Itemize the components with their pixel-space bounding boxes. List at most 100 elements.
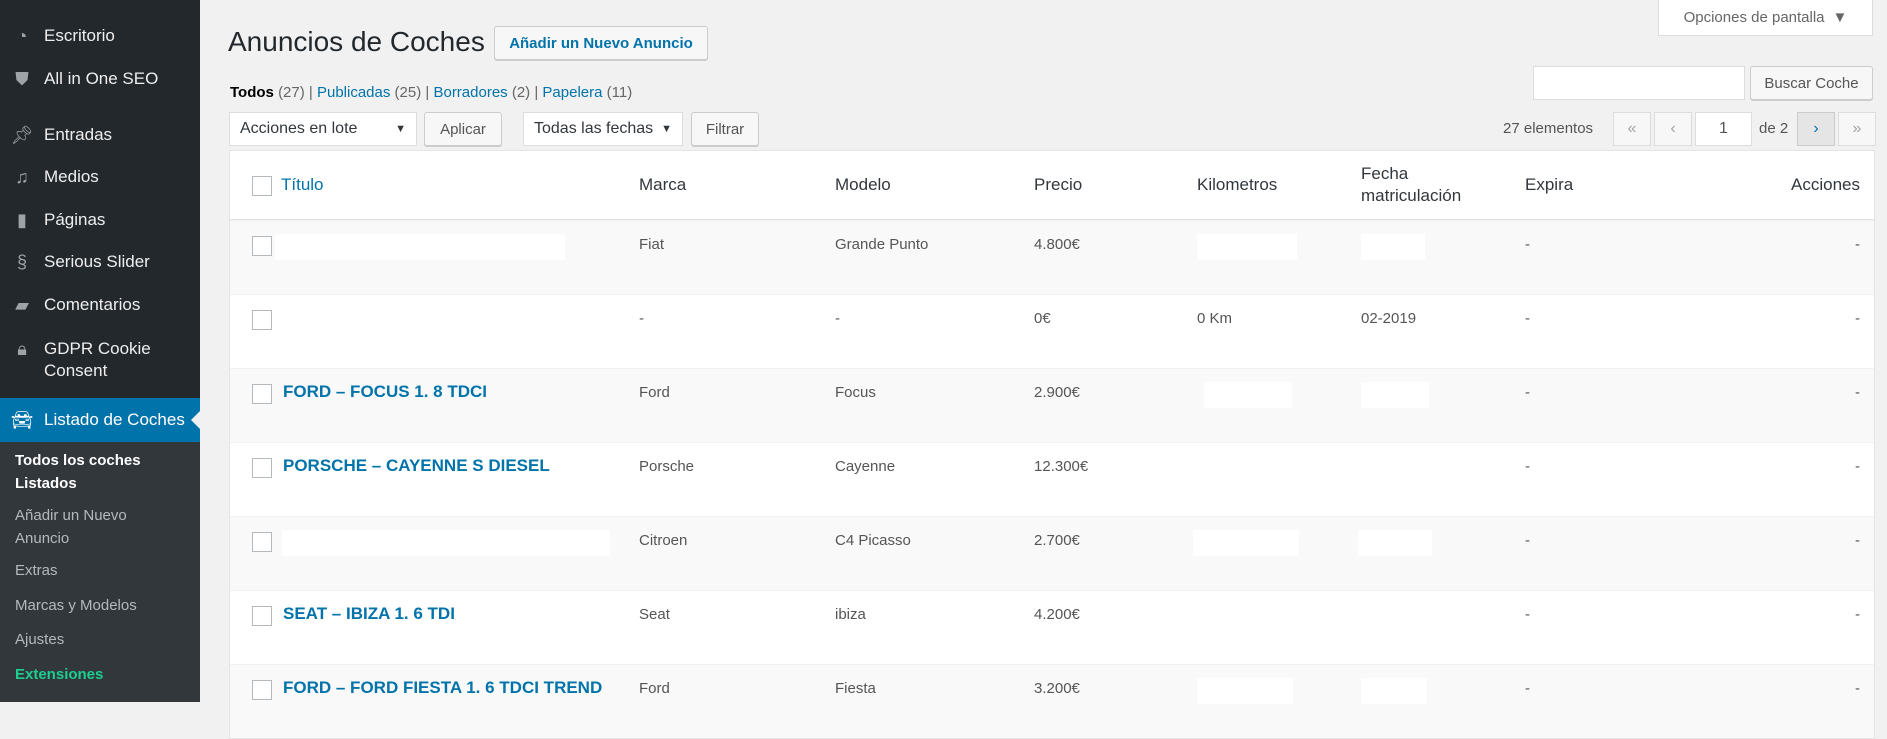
menu-medios[interactable]: ♫ Medios xyxy=(0,167,200,188)
row-checkbox[interactable] xyxy=(252,532,272,552)
row-acciones: - xyxy=(1855,310,1860,327)
redacted-km xyxy=(1197,678,1293,704)
submenu-anadir[interactable]: Añadir un Nuevo Anuncio xyxy=(15,507,127,547)
slider-icon: § xyxy=(16,252,27,272)
row-expira: - xyxy=(1525,606,1530,623)
row-expira: - xyxy=(1525,680,1530,697)
submenu-extensiones[interactable]: Extensiones xyxy=(15,666,104,683)
row-precio: 2.900€ xyxy=(1034,384,1080,401)
select-all-checkbox[interactable] xyxy=(252,176,272,196)
row-modelo: Cayenne xyxy=(835,458,896,475)
redacted-title xyxy=(282,530,610,556)
row-precio: 0€ xyxy=(1034,310,1051,327)
row-checkbox[interactable] xyxy=(252,310,272,330)
row-precio: 3.200€ xyxy=(1034,680,1080,697)
col-kilometros: Kilometros xyxy=(1197,175,1278,194)
row-expira: - xyxy=(1525,310,1530,327)
row-modelo: - xyxy=(835,310,840,327)
table-row: Citroen C4 Picasso 2.700€ - - xyxy=(230,516,1874,590)
row-precio: 2.700€ xyxy=(1034,532,1080,549)
submenu-todos[interactable]: Todos los coches Listados xyxy=(15,452,141,492)
view-published[interactable]: Publicadas xyxy=(316,84,391,101)
row-modelo: C4 Picasso xyxy=(835,532,911,549)
shield-icon: ⛊ xyxy=(15,69,29,89)
row-checkbox[interactable] xyxy=(252,458,272,478)
row-title-link[interactable]: FORD – FORD FIESTA 1. 6 TDCI TREND xyxy=(283,678,603,697)
redacted-title xyxy=(275,234,565,260)
submenu-marcas[interactable]: Marcas y Modelos xyxy=(15,597,137,614)
row-modelo: Fiesta xyxy=(835,680,876,697)
redacted-fecha xyxy=(1358,530,1432,556)
row-marca: Seat xyxy=(639,606,670,623)
row-checkbox[interactable] xyxy=(252,680,272,700)
items-count: 27 elementos xyxy=(1503,120,1594,137)
row-title-link[interactable]: PORSCHE – CAYENNE S DIESEL xyxy=(283,456,550,475)
row-km: 0 Km xyxy=(1197,310,1233,327)
media-icon: ♫ xyxy=(15,167,29,187)
row-title-link[interactable]: SEAT – IBIZA 1. 6 TDI xyxy=(283,604,455,623)
row-checkbox[interactable] xyxy=(252,384,272,404)
menu-comentarios[interactable]: ▰ Comentarios xyxy=(0,295,200,316)
dashboard-icon: ◔ xyxy=(16,26,28,46)
view-trash[interactable]: Papelera xyxy=(542,84,603,101)
col-modelo: Modelo xyxy=(835,175,891,194)
row-acciones: - xyxy=(1855,384,1860,401)
search-button[interactable]: Buscar Coche xyxy=(1750,66,1873,100)
add-new-button[interactable]: Añadir un Nuevo Anuncio xyxy=(494,26,708,60)
menu-seo[interactable]: ⛊ All in One SEO xyxy=(0,69,200,90)
apply-button[interactable]: Aplicar xyxy=(424,112,502,146)
redacted-km xyxy=(1193,530,1299,556)
redacted-km xyxy=(1204,382,1292,408)
menu-escritorio[interactable]: ◔ Escritorio xyxy=(0,26,200,47)
next-page-button[interactable]: › xyxy=(1797,112,1835,146)
row-expira: - xyxy=(1525,458,1530,475)
view-all[interactable]: Todos xyxy=(230,84,274,101)
first-page-button[interactable]: « xyxy=(1613,112,1651,146)
submenu: Todos los coches Listados Añadir un Nuev… xyxy=(0,442,200,702)
col-precio: Precio xyxy=(1034,175,1083,194)
row-acciones: - xyxy=(1855,532,1860,549)
prev-page-button[interactable]: ‹ xyxy=(1654,112,1692,146)
pin-icon: 📌︎ xyxy=(10,125,34,145)
screen-options-button[interactable]: Opciones de pantalla ▼ xyxy=(1658,0,1873,36)
col-titulo[interactable]: Título xyxy=(281,175,324,194)
row-acciones: - xyxy=(1855,680,1860,697)
col-expira: Expira xyxy=(1525,175,1574,194)
col-marca: Marca xyxy=(639,175,687,194)
row-precio: 4.200€ xyxy=(1034,606,1080,623)
pages-icon: ▮ xyxy=(17,210,27,230)
row-modelo: Grande Punto xyxy=(835,236,929,253)
menu-paginas[interactable]: ▮ Páginas xyxy=(0,210,200,231)
view-drafts[interactable]: Borradores xyxy=(433,84,508,101)
menu-serious-slider[interactable]: § Serious Slider xyxy=(0,252,200,273)
view-filters: Todos (27) | Publicadas (25) | Borradore… xyxy=(230,84,633,101)
current-page-input[interactable]: 1 xyxy=(1695,112,1752,146)
row-title-link[interactable]: FORD – FOCUS 1. 8 TDCI xyxy=(283,382,488,401)
date-filter-select[interactable]: Todas las fechas ▼ xyxy=(523,112,683,146)
row-checkbox[interactable] xyxy=(252,236,272,256)
row-marca: Ford xyxy=(639,384,670,401)
menu-listado-coches[interactable]: 🚘︎ Listado de Coches xyxy=(0,398,200,442)
admin-sidebar: ◔ Escritorio ⛊ All in One SEO 📌︎ Entradas ♫… xyxy=(0,0,200,702)
bulk-actions-select[interactable]: Acciones en lote ▼ xyxy=(229,112,417,146)
row-acciones: - xyxy=(1855,458,1860,475)
table-row: Fiat Grande Punto 4.800€ - - xyxy=(230,220,1874,294)
main-content: Anuncios de Coches Añadir un Nuevo Anunc… xyxy=(200,0,1887,739)
lock-icon: 🔒︎ xyxy=(17,339,27,359)
row-expira: - xyxy=(1525,532,1530,549)
last-page-button[interactable]: » xyxy=(1838,112,1876,146)
menu-gdpr[interactable]: 🔒︎ GDPR Cookie Consent xyxy=(0,338,200,382)
menu-entradas[interactable]: 📌︎ Entradas xyxy=(0,125,200,146)
filter-button[interactable]: Filtrar xyxy=(691,112,759,146)
col-acciones: Acciones xyxy=(1791,175,1860,194)
row-marca: Fiat xyxy=(639,236,665,253)
table-row: PORSCHE – CAYENNE S DIESEL Porsche Cayenne… xyxy=(230,442,1874,516)
row-fecha: 02-2019 xyxy=(1361,310,1417,327)
search-input[interactable] xyxy=(1533,66,1745,100)
submenu-extras[interactable]: Extras xyxy=(15,562,58,579)
submenu-ajustes[interactable]: Ajustes xyxy=(15,631,65,648)
caret-down-icon: ▼ xyxy=(395,123,406,135)
col-fecha: Fecha matriculación xyxy=(1361,164,1462,205)
row-checkbox[interactable] xyxy=(252,606,272,626)
row-expira: - xyxy=(1525,236,1530,253)
